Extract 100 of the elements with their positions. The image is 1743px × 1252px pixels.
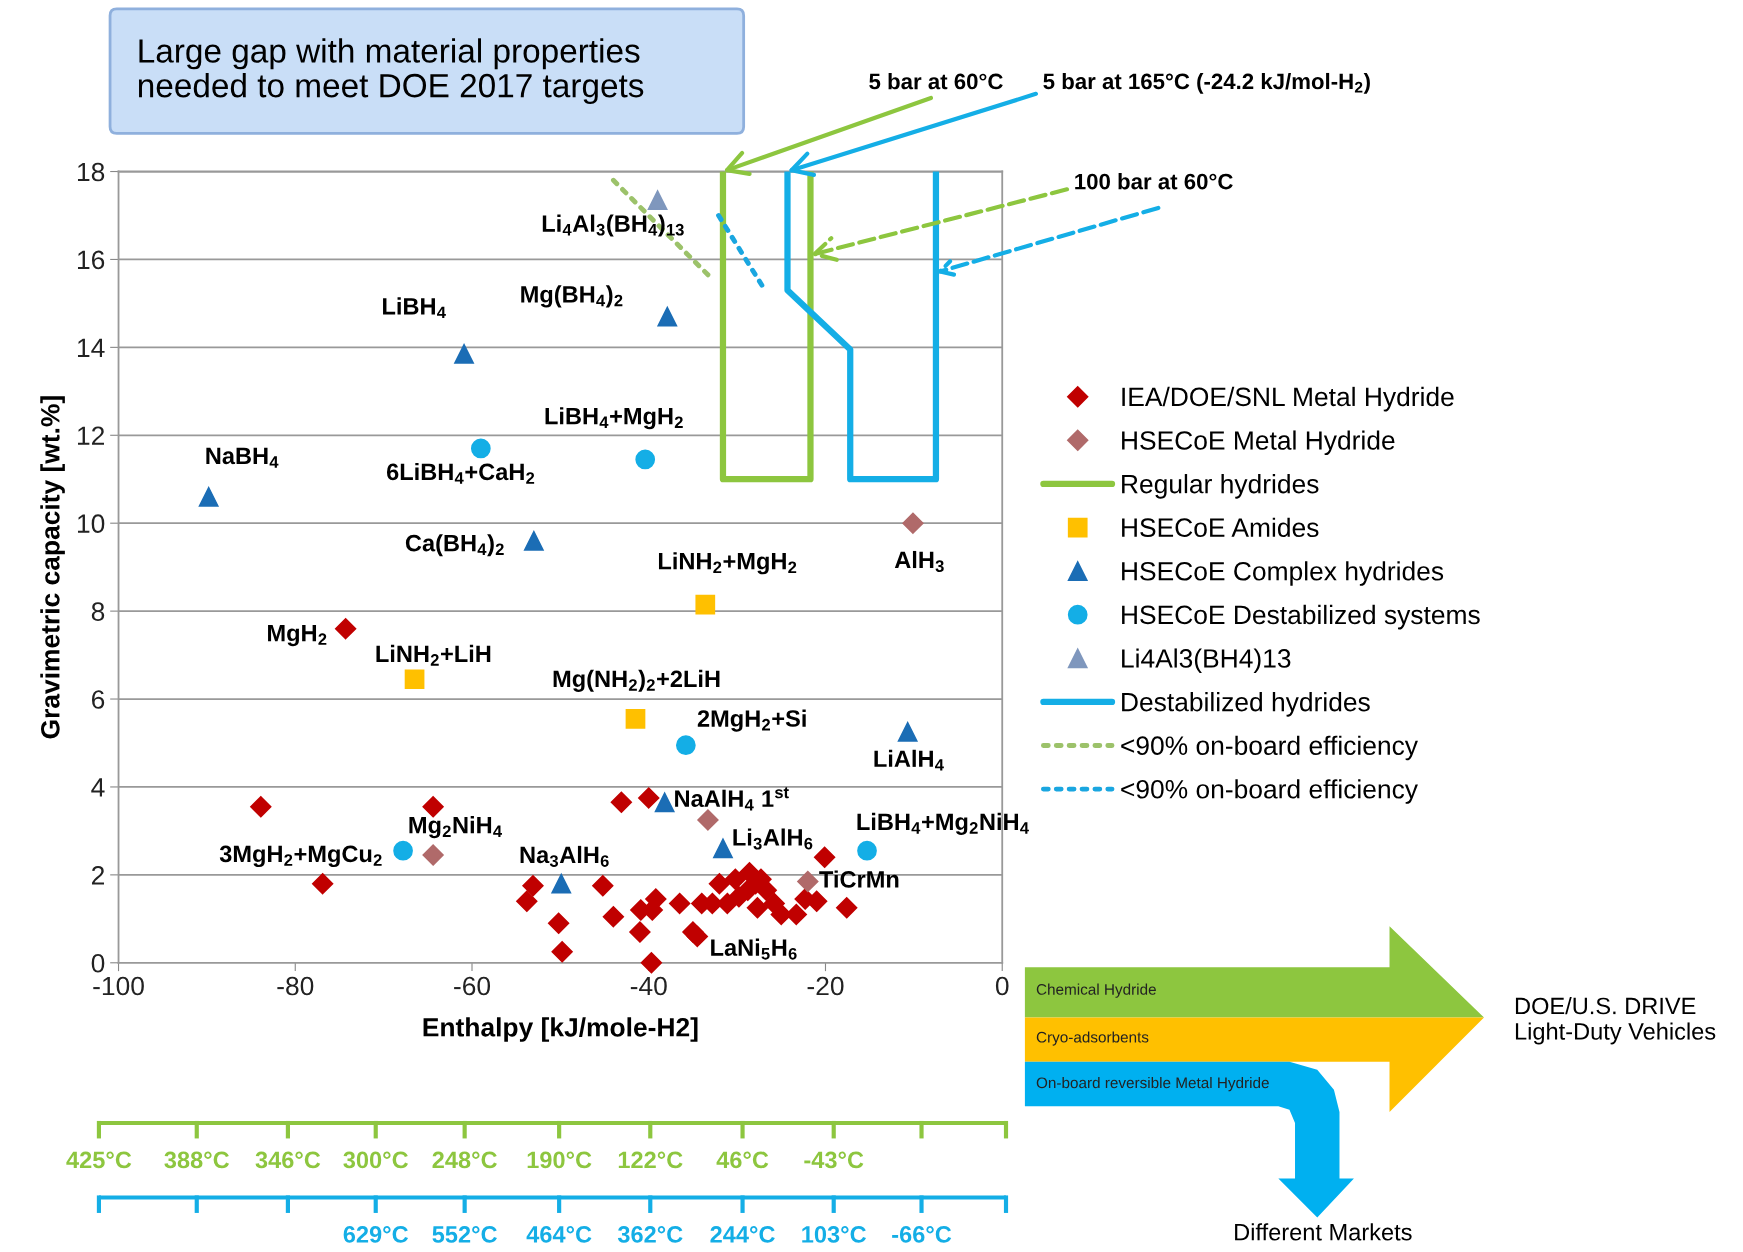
point xyxy=(724,868,747,890)
point xyxy=(695,594,716,615)
text: 629°C xyxy=(343,1226,409,1243)
point xyxy=(755,879,777,901)
point xyxy=(645,888,667,910)
text: 362°C xyxy=(617,1226,683,1243)
point xyxy=(629,921,651,943)
legend-label: Li4Al3(BH4)13 xyxy=(1122,648,1291,674)
text: 300°C xyxy=(343,1151,409,1169)
x-tick-label: -100 xyxy=(93,976,144,996)
point xyxy=(524,530,544,551)
point xyxy=(422,844,444,866)
y-tick-label: 14 xyxy=(77,338,105,357)
y-tick-label: 6 xyxy=(91,690,105,709)
annotation: LiNH$_{2}$+MgH$_{2}$ xyxy=(658,552,797,575)
y-tick-label: 16 xyxy=(77,250,105,270)
x-tick-label: 0 xyxy=(995,976,1009,996)
annotation: 5 bar at 165°C (-24.2 kJ/mol-H$_{2}$) xyxy=(1043,72,1370,94)
point xyxy=(797,870,819,893)
annotation: 3MgH$_{2}$+MgCu$_{2}$ xyxy=(219,845,382,868)
point xyxy=(393,840,413,861)
text: Chemical Hydride xyxy=(1036,983,1156,998)
annotation: Na$_{3}$AlH$_{6}$ xyxy=(520,845,609,867)
point xyxy=(813,846,836,868)
y-tick-label: 18 xyxy=(77,162,105,182)
x-axis-title: Enthalpy [kJ/mole-H2] xyxy=(423,1017,698,1042)
text: -43°C xyxy=(804,1151,864,1169)
legend-label: <90% on-board efficiency xyxy=(1121,735,1418,761)
point xyxy=(654,792,675,813)
annotation: LaNi$_{5}$H$_{6}$ xyxy=(711,938,797,960)
legend-label: IEA/DOE/SNL Metal Hydride xyxy=(1122,386,1454,412)
text: 103°C xyxy=(802,1226,867,1243)
point xyxy=(422,796,444,818)
point xyxy=(697,809,719,831)
annotation: NaBH$_{4}$ xyxy=(206,447,279,468)
annotation: LiAlH$_{4}$ xyxy=(874,749,944,771)
y-tick-label: 10 xyxy=(77,514,105,534)
text: On-board reversible Metal Hydride xyxy=(1036,1076,1269,1092)
text: 464°C xyxy=(526,1226,592,1243)
point xyxy=(312,873,334,895)
point xyxy=(682,921,704,943)
x-tick-label: -40 xyxy=(630,976,667,996)
annotation: 2MgH$_{2}$+Si xyxy=(697,709,806,732)
annotation: 6LiBH$_{4}$+CaH$_{2}$ xyxy=(386,462,535,484)
annotation: Ca(BH$_{4}$)$_{2}$ xyxy=(405,534,504,557)
legend-label: Regular hydrides xyxy=(1122,474,1319,499)
point xyxy=(638,787,660,809)
annotation: Mg$_{2}$NiH$_{4}$ xyxy=(409,816,502,839)
text: Different Markets xyxy=(1235,1223,1412,1241)
point xyxy=(640,952,663,974)
point xyxy=(836,897,858,919)
point xyxy=(647,190,668,210)
text: 425°C xyxy=(66,1151,132,1169)
point xyxy=(516,890,538,912)
point xyxy=(454,344,474,364)
annotation: Li$_{4}$Al$_{3}$(BH$_{4}$)$_{13}$ xyxy=(542,214,684,237)
legend-label: HSECoE Complex hydrides xyxy=(1122,561,1444,586)
annotation: MgH$_{2}$ xyxy=(268,624,327,647)
y-tick-label: 0 xyxy=(91,953,105,973)
chart-title: Large gap with material properties needed to meet DOE 2017 targets xyxy=(138,38,644,105)
y-tick-label: 12 xyxy=(77,426,105,445)
y-tick-label: 4 xyxy=(91,778,105,797)
text: 552°C xyxy=(432,1226,497,1243)
point xyxy=(635,449,656,470)
legend-label: Destabilized hydrides xyxy=(1122,692,1370,717)
annotation: 100 bar at 60°C xyxy=(1075,173,1233,190)
annotation: NaAlH$_{4}$ 1$^{st}$ xyxy=(675,787,789,811)
point xyxy=(547,912,570,934)
point xyxy=(602,905,625,928)
point xyxy=(675,735,696,756)
point xyxy=(897,722,918,742)
text: -66°C xyxy=(892,1226,952,1243)
point xyxy=(708,873,731,895)
x-tick-label: -60 xyxy=(454,976,491,996)
point xyxy=(592,875,614,897)
text: 346°C xyxy=(255,1151,321,1169)
point xyxy=(610,791,633,813)
point xyxy=(522,875,544,897)
annotation: LiBH$_{4}$ xyxy=(383,297,446,319)
legend-label: <90% on-board efficiency xyxy=(1121,779,1418,804)
text: 244°C xyxy=(710,1226,775,1243)
annotation: AlH$_{3}$ xyxy=(894,550,944,572)
y-axis-title: Gravimetric capacity [wt.%] xyxy=(40,396,65,739)
legend-label: HSECoE Destabilized systems xyxy=(1122,604,1480,630)
text: Cryo-adsorbents xyxy=(1036,1031,1149,1046)
point xyxy=(713,838,733,859)
point xyxy=(404,669,425,690)
x-tick-label: -20 xyxy=(807,976,844,996)
point xyxy=(746,897,769,919)
point xyxy=(470,438,491,459)
text: 388°C xyxy=(164,1151,230,1169)
text: 46°C xyxy=(716,1151,769,1169)
point xyxy=(551,873,572,894)
annotation: LiBH$_{4}$+MgH$_{2}$ xyxy=(545,407,683,430)
point xyxy=(669,892,691,915)
annotation: Mg(BH$_{4}$)$_{2}$ xyxy=(521,285,623,308)
legend-label: HSECoE Amides xyxy=(1122,517,1319,538)
point xyxy=(198,486,219,507)
point xyxy=(857,840,877,861)
annotation: TiCrMn xyxy=(819,870,899,888)
